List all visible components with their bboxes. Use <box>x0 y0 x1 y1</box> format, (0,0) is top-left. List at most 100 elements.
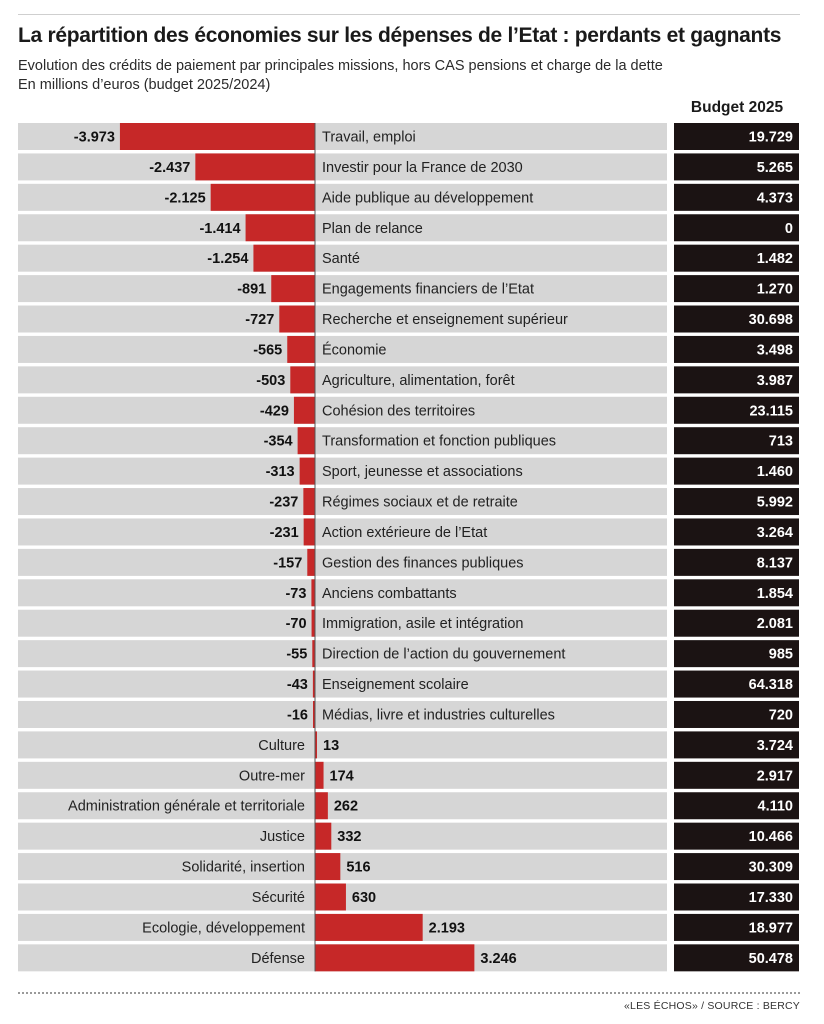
budget-value: 17.330 <box>749 890 793 906</box>
value-label: -565 <box>253 342 282 358</box>
data-bar <box>315 761 324 789</box>
row-background <box>18 305 667 333</box>
category-label: Transformation et fonction publiques <box>322 434 556 450</box>
budget-cell <box>674 822 799 850</box>
budget-value: 5.265 <box>757 160 793 176</box>
chart-subtitle: Evolution des crédits de paiement par pr… <box>18 58 663 74</box>
row-background <box>18 822 667 850</box>
data-bar <box>315 792 328 820</box>
value-label: 2.193 <box>429 920 465 936</box>
budget-cell <box>674 853 799 881</box>
budget-cell <box>674 883 799 911</box>
value-label: -1.414 <box>199 221 240 237</box>
budget-value: 18.977 <box>749 920 793 936</box>
row-background <box>18 579 667 607</box>
value-label: 174 <box>330 768 354 784</box>
data-bar <box>195 153 315 181</box>
value-label: -313 <box>266 464 295 480</box>
data-bar <box>311 609 315 637</box>
data-bar <box>315 853 341 881</box>
category-label: Recherche et enseignement supérieur <box>322 312 568 328</box>
budget-value: 5.992 <box>757 495 793 511</box>
category-label: Immigration, asile et intégration <box>322 616 524 632</box>
data-bar <box>279 305 315 333</box>
source-note: «LES ÉCHOS» / SOURCE : BERCY <box>624 1000 800 1012</box>
data-bar <box>315 944 475 972</box>
budget-cell <box>674 275 799 303</box>
category-label: Culture <box>258 738 305 754</box>
category-label: Direction de l’action du gouvernement <box>322 647 565 663</box>
budget-column-header: Budget 2025 <box>690 99 784 116</box>
data-bar <box>245 214 315 242</box>
data-bar <box>210 183 315 211</box>
budget-value: 1.460 <box>757 464 793 480</box>
data-bar <box>271 275 315 303</box>
budget-value: 4.373 <box>757 190 793 206</box>
budget-cell <box>674 183 799 211</box>
budget-cell <box>674 609 799 637</box>
category-label: Investir pour la France de 2030 <box>322 160 523 176</box>
value-label: -727 <box>245 312 274 328</box>
row-background <box>18 700 667 728</box>
category-label: Action extérieure de l’Etat <box>322 525 487 541</box>
budget-cell <box>674 913 799 941</box>
value-label: -429 <box>260 403 289 419</box>
budget-value: 64.318 <box>749 677 793 693</box>
category-label: Enseignement scolaire <box>322 677 469 693</box>
data-bar <box>311 579 315 607</box>
value-label: -73 <box>285 586 306 602</box>
budget-cell <box>674 457 799 485</box>
chart-title: La répartition des économies sur les dép… <box>18 24 782 47</box>
value-label: 630 <box>352 890 376 906</box>
value-label: -3.973 <box>74 130 115 146</box>
row-background <box>18 457 667 485</box>
value-label: 3.246 <box>480 951 516 967</box>
budget-cell <box>674 214 799 242</box>
category-label: Économie <box>322 341 386 358</box>
value-label: -157 <box>273 555 302 571</box>
budget-cell <box>674 518 799 546</box>
value-label: -231 <box>270 525 299 541</box>
budget-cell <box>674 700 799 728</box>
row-background <box>18 640 667 668</box>
value-label: -891 <box>237 282 266 298</box>
budget-cell <box>674 123 799 150</box>
data-bar <box>315 883 346 911</box>
row-background <box>18 518 667 546</box>
budget-value: 1.482 <box>757 251 793 267</box>
data-bar <box>315 822 332 850</box>
data-bar <box>293 396 315 424</box>
category-label: Outre-mer <box>239 768 305 784</box>
data-bar <box>297 427 315 455</box>
budget-value: 2.917 <box>757 768 793 784</box>
budget-cell <box>674 366 799 394</box>
budget-value: 4.110 <box>758 799 794 815</box>
row-background <box>18 153 667 181</box>
category-label: Anciens combattants <box>322 586 457 602</box>
data-bar <box>312 640 315 668</box>
row-background <box>18 244 667 272</box>
row-background <box>18 275 667 303</box>
row-background <box>18 670 667 698</box>
value-label: -354 <box>264 434 293 450</box>
budget-value: 1.854 <box>757 586 793 602</box>
budget-cell <box>674 761 799 789</box>
data-bar <box>299 457 315 485</box>
chart-unit-note: En millions d’euros (budget 2025/2024) <box>18 77 271 93</box>
category-label: Agriculture, alimentation, forêt <box>322 373 515 389</box>
data-bar <box>307 548 315 576</box>
budget-value: 713 <box>769 434 793 450</box>
row-background <box>18 761 667 789</box>
value-label: 332 <box>337 829 361 845</box>
category-label: Aide publique au développement <box>322 190 533 206</box>
data-bar <box>303 488 315 516</box>
budget-value: 30.309 <box>749 860 793 876</box>
value-label: -2.125 <box>165 190 206 206</box>
budget-cell <box>674 792 799 820</box>
row-background <box>18 609 667 637</box>
row-background <box>18 366 667 394</box>
value-label: 262 <box>334 799 358 815</box>
value-label: -55 <box>286 647 307 663</box>
category-label: Justice <box>260 829 305 845</box>
